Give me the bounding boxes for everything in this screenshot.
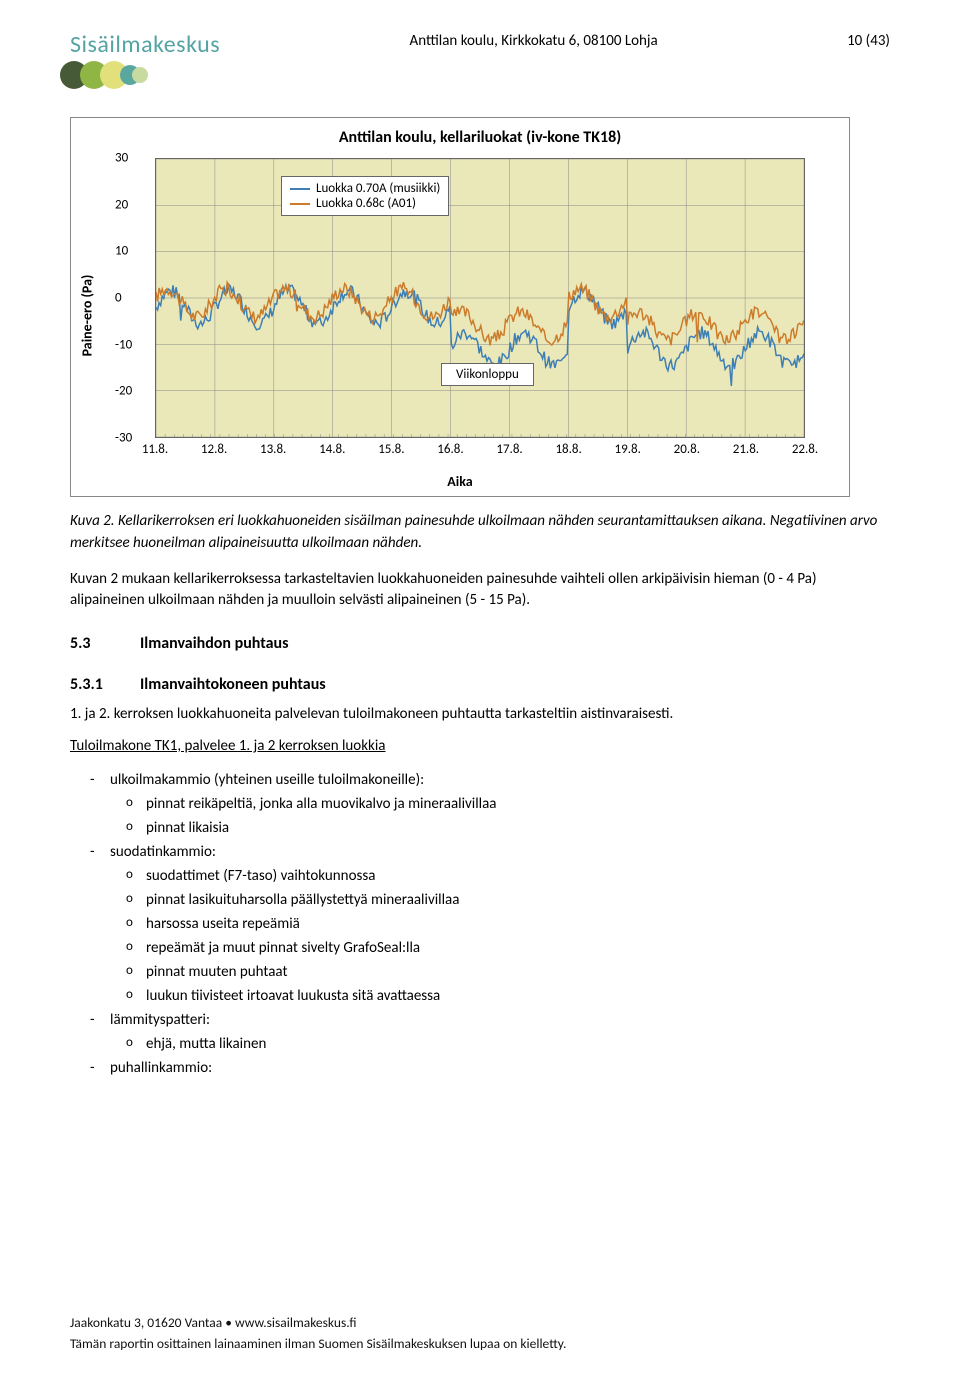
bullet-list: ulkoilmakammio (yhteinen useille tuloilm… (70, 768, 890, 1080)
list-item: lämmityspatteri: ehjä, mutta likainen (110, 1008, 890, 1056)
xtick-label: 22.8. (792, 442, 818, 457)
legend-label: Luokka 0.70A (musiikki) (316, 181, 440, 196)
list-item-label: lämmityspatteri: (110, 1011, 210, 1029)
ytick-label: 0 (115, 291, 145, 306)
sub-list-item: suodattimet (F7-taso) vaihtokunnossa (146, 864, 890, 888)
xtick-label: 18.8. (555, 442, 581, 457)
ytick-label: -30 (115, 431, 145, 446)
chart-container: Anttilan koulu, kellariluokat (iv-kone T… (70, 117, 850, 497)
list-item: ulkoilmakammio (yhteinen useille tuloilm… (110, 768, 890, 840)
chart-xlabel: Aika (447, 473, 472, 490)
xtick-label: 20.8. (674, 442, 700, 457)
sub-list: pinnat reikäpeltiä, jonka alla muovikalv… (110, 792, 890, 840)
logo-text: Sisäilmakeskus (70, 30, 220, 59)
legend-swatch (290, 203, 310, 205)
xtick-label: 17.8. (496, 442, 522, 457)
section-5-3-1-title: Ilmanvaihtokoneen puhtaus (140, 675, 326, 694)
logo-dots (60, 61, 220, 89)
section-5-3-title: Ilmanvaihdon puhtaus (140, 634, 288, 653)
xtick-label: 15.8. (378, 442, 404, 457)
chart-annotation: Viikonloppu (441, 363, 534, 386)
list-item-label: suodatinkammio: (110, 843, 216, 861)
chart-ylabel: Paine-ero (Pa) (79, 275, 96, 357)
xtick-label: 19.8. (615, 442, 641, 457)
page-header: Sisäilmakeskus Anttilan koulu, Kirkkokat… (70, 30, 890, 89)
chart-legend: Luokka 0.70A (musiikki)Luokka 0.68c (A01… (281, 176, 449, 216)
xtick-label: 11.8. (142, 442, 168, 457)
figure-caption: Kuva 2. Kellarikerroksen eri luokkahuone… (70, 511, 890, 555)
page-number: 10 (43) (847, 32, 890, 50)
xtick-label: 13.8. (260, 442, 286, 457)
footer-line-2: Tämän raportin osittainen lainaaminen il… (70, 1335, 890, 1352)
list-item-label: ulkoilmakammio (yhteinen useille tuloilm… (110, 771, 424, 789)
sub-list: suodattimet (F7-taso) vaihtokunnossapinn… (110, 864, 890, 1008)
sub-list-item: repeämät ja muut pinnat sivelty GrafoSea… (146, 936, 890, 960)
sub-list-item: pinnat likaisia (146, 816, 890, 840)
sub-list: ehjä, mutta likainen (110, 1032, 890, 1056)
list-item: suodatinkammio: suodattimet (F7-taso) vai… (110, 840, 890, 1008)
section-5-3-1-num: 5.3.1 (70, 675, 120, 694)
ytick-label: 30 (115, 151, 145, 166)
section-5-3-num: 5.3 (70, 634, 120, 653)
section-5-3: 5.3 Ilmanvaihdon puhtaus (70, 634, 890, 653)
legend-label: Luokka 0.68c (A01) (316, 196, 416, 211)
logo-dot (132, 67, 148, 83)
sub-list-item: pinnat lasikuituharsolla päällystettyä m… (146, 888, 890, 912)
paragraph-1: Kuvan 2 mukaan kellarikerroksessa tarkas… (70, 569, 890, 613)
page-title: Anttilan koulu, Kirkkokatu 6, 08100 Lohj… (410, 32, 658, 50)
chart-title: Anttilan koulu, kellariluokat (iv-kone T… (127, 128, 833, 147)
footer-line-1: Jaakonkatu 3, 01620 Vantaa • www.sisailm… (70, 1314, 890, 1331)
ytick-label: 10 (115, 244, 145, 259)
page-footer: Jaakonkatu 3, 01620 Vantaa • www.sisailm… (70, 1314, 890, 1352)
chart-plot (155, 158, 805, 438)
list-item-label: puhallinkammio: (110, 1059, 212, 1077)
xtick-label: 16.8. (437, 442, 463, 457)
sub-list-item: harsossa useita repeämiä (146, 912, 890, 936)
sub-list-item: pinnat muuten puhtaat (146, 960, 890, 984)
caption-rest: Kellarikerroksen eri luokkahuoneiden sis… (70, 512, 877, 552)
ytick-label: -10 (115, 337, 145, 352)
paragraph-2: 1. ja 2. kerroksen luokkahuoneita palvel… (70, 704, 890, 726)
section-5-3-1: 5.3.1 Ilmanvaihtokoneen puhtaus (70, 675, 890, 694)
logo: Sisäilmakeskus (70, 30, 220, 89)
sub-list-item: luukun tiivisteet irtoavat luukusta sitä… (146, 984, 890, 1008)
underline-heading: Tuloilmakone TK1, palvelee 1. ja 2 kerro… (70, 736, 890, 758)
sub-list-item: pinnat reikäpeltiä, jonka alla muovikalv… (146, 792, 890, 816)
legend-item: Luokka 0.68c (A01) (290, 196, 440, 211)
legend-item: Luokka 0.70A (musiikki) (290, 181, 440, 196)
xtick-label: 12.8. (201, 442, 227, 457)
caption-lead: Kuva 2. (70, 512, 115, 530)
list-item: puhallinkammio: (110, 1056, 890, 1080)
xtick-label: 14.8. (319, 442, 345, 457)
sub-list-item: ehjä, mutta likainen (146, 1032, 890, 1056)
ytick-label: -20 (115, 384, 145, 399)
ytick-label: 20 (115, 197, 145, 212)
legend-swatch (290, 188, 310, 190)
xtick-label: 21.8. (733, 442, 759, 457)
